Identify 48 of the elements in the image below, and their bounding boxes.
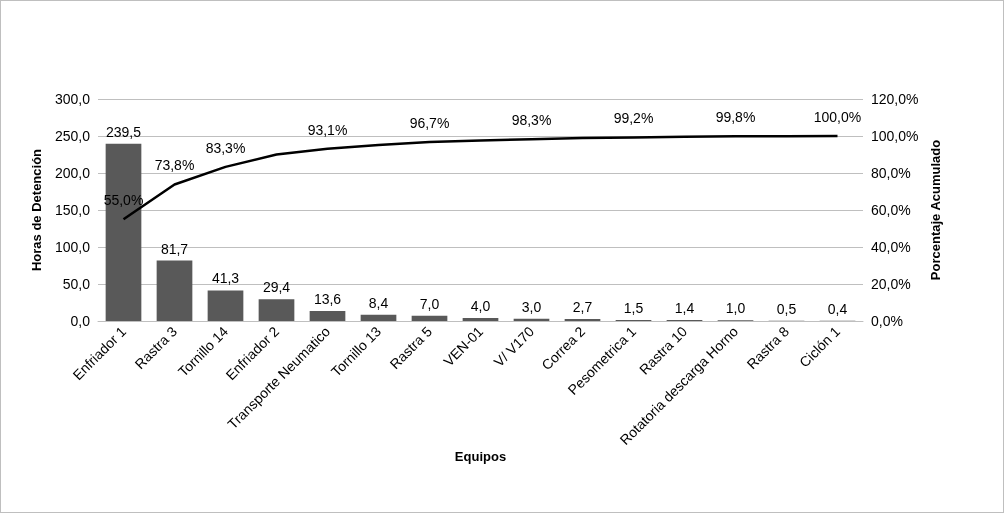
data-label: 13,6 [313, 290, 342, 307]
bar [309, 310, 346, 321]
y-tick-label: 200,0 [54, 165, 91, 181]
x-axis-title: Equipos [454, 449, 507, 465]
data-label: 1,0 [725, 300, 746, 317]
y2-tick-label: 40,0% [871, 239, 911, 255]
y2-tick-label: 120,0% [871, 91, 919, 107]
y-tick-label: 150,0 [54, 202, 91, 218]
bar [360, 314, 397, 321]
bar [156, 260, 193, 321]
bar [462, 318, 499, 321]
data-label: 99,8% [715, 109, 756, 126]
bar [105, 143, 142, 321]
y-tick-label: 250,0 [54, 128, 91, 144]
y2-axis-title: Porcentaje Acumulado [928, 139, 944, 281]
y-tick-label: 50,0 [62, 276, 91, 292]
data-label: 3,0 [521, 298, 542, 315]
data-label: 1,5 [623, 299, 644, 316]
y2-tick-label: 80,0% [871, 165, 911, 181]
bar [207, 290, 244, 321]
data-label: 0,4 [827, 300, 848, 317]
data-label: 41,3 [211, 270, 240, 287]
y-tick-label: 0,0 [70, 313, 91, 329]
y-axis-title: Horas de Detención [29, 148, 44, 272]
data-label: 1,4 [674, 299, 695, 316]
data-label: 73,8% [154, 157, 195, 174]
data-label: 93,1% [307, 121, 348, 138]
data-label: 99,2% [613, 110, 654, 127]
bar [411, 315, 448, 321]
y2-tick-label: 0,0% [871, 313, 903, 329]
bar [258, 299, 295, 321]
y-tick-label: 300,0 [54, 91, 91, 107]
data-label: 0,5 [776, 300, 797, 317]
data-label: 4,0 [470, 298, 491, 315]
y2-tick-label: 100,0% [871, 128, 919, 144]
data-label: 8,4 [368, 294, 389, 311]
y2-tick-label: 60,0% [871, 202, 911, 218]
data-label: 98,3% [511, 112, 552, 129]
data-label: 100,0% [813, 109, 862, 125]
data-label: 83,3% [205, 139, 246, 156]
y2-tick-label: 20,0% [871, 276, 911, 292]
data-label: 81,7 [160, 240, 189, 257]
data-label: 29,4 [262, 279, 291, 296]
data-label: 2,7 [572, 299, 593, 315]
data-label: 7,0 [419, 295, 440, 312]
data-label: 239,5 [105, 123, 142, 140]
y-tick-label: 100,0 [54, 239, 91, 255]
data-label: 96,7% [409, 115, 450, 132]
